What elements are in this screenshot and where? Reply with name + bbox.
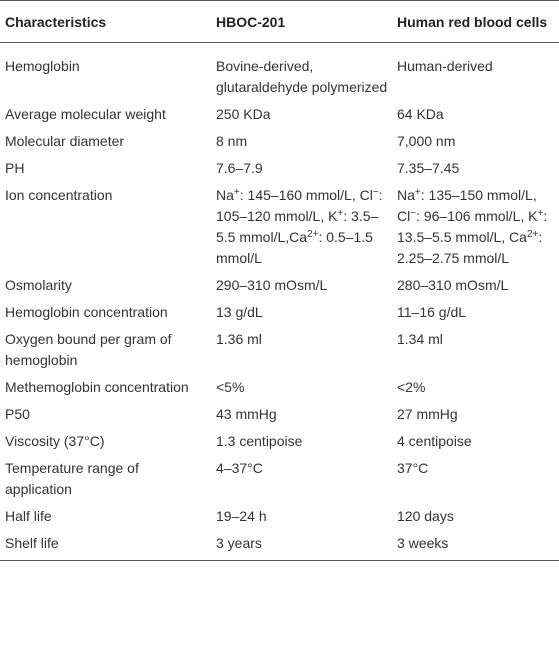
table-cell: <5% [216,379,245,395]
table-cell: <2% [397,379,426,395]
table-row: Ion concentration Na+: 145–160 mmol/L, Cl… [0,182,559,272]
superscript: + [414,187,421,198]
table-row: Molecular diameter 8 nm 7,000 nm [0,128,559,155]
table-cell: Na+: 145–160 mmol/L, Cl−: 105–120 mmol/L… [211,182,392,272]
table-cell: 3 weeks [397,535,449,551]
table-cell: Half life [5,508,52,524]
table-cell: 250 KDa [216,106,271,122]
table-cell: 4 centipoise [397,433,472,449]
text-run: Na [397,187,415,203]
table-header: Characteristics HBOC-201 Human red blood c… [0,0,559,43]
superscript: − [372,187,379,198]
table-cell: 4–37°C [216,460,263,476]
table-cell: 11–16 g/dL [397,304,467,320]
table-row: Methemoglobin concentration <5% <2% [0,374,559,401]
superscript: − [410,208,417,219]
superscript: + [337,208,344,219]
table-cell: 8 nm [216,133,248,149]
table-cell: 1.36 ml [216,331,262,347]
table-cell: 13 g/dL [216,304,263,320]
text-run: : 135–150 mmol/L, Cl [397,187,537,224]
table-cell: P50 [5,406,30,422]
table-cell: 43 mmHg [216,406,277,422]
header-row: Characteristics HBOC-201 Human red blood c… [0,0,559,43]
table-cell: 37°C [397,460,429,476]
table-row: Viscosity (37°C) 1.3 centipoise 4 centipoi… [0,428,559,455]
table-cell: PH [5,160,25,176]
table-cell: Temperature range of application [5,460,139,497]
table-row: Temperature range of application 4–37°C 37… [0,455,559,503]
table-cell: Osmolarity [5,277,72,293]
table-cell: Viscosity (37°C) [5,433,105,449]
text-run: : 145–160 mmol/L, Cl [239,187,373,203]
text-run: : 3.5–5.5 mmol/L,Ca [216,208,379,245]
table-cell: Ion concentration [5,187,113,203]
table-cell: Average molecular weight [5,106,166,122]
table-cell: Human-derived [397,58,493,74]
superscript: 2+ [307,229,319,240]
text-run: Na [216,187,234,203]
table-row: Hemoglobin concentration 13 g/dL 11–16 g/d… [0,299,559,326]
table-cell: Bovine-derived, glutaraldehyde polymeriz… [216,58,388,95]
table-cell: Hemoglobin concentration [5,304,168,320]
table-row: Osmolarity 290–310 mOsm/L 280–310 mOsm/L [0,272,559,299]
text-run: : 2.25–2.75 mmol/L [397,229,543,266]
table-cell: Oxygen bound per gram of hemoglobin [5,331,172,368]
superscript: + [537,208,544,219]
table-row: Average molecular weight 250 KDa 64 KDa [0,101,559,128]
table-row: P50 43 mmHg 27 mmHg [0,401,559,428]
column-header: HBOC-201 [216,14,286,30]
table-cell: 1.3 centipoise [216,433,303,449]
table-cell: Shelf life [5,535,59,551]
text-run: : 13.5–5.5 mmol/L, Ca [397,208,548,245]
table-cell: Molecular diameter [5,133,125,149]
superscript: + [233,187,240,198]
text-run: : 105–120 mmol/L, K [216,187,383,224]
table-cell: 1.34 ml [397,331,443,347]
table-row: Hemoglobin Bovine-derived, glutaraldehyde… [0,43,559,102]
table-cell: Na+: 135–150 mmol/L, Cl−: 96–106 mmol/L,… [392,182,559,272]
table-cell: 7.35–7.45 [397,160,460,176]
table-row: Oxygen bound per gram of hemoglobin 1.36 … [0,326,559,374]
table-cell: Methemoglobin concentration [5,379,189,395]
table-cell: 290–310 mOsm/L [216,277,328,293]
table-cell: 7.6–7.9 [216,160,263,176]
superscript: 2+ [526,229,539,240]
table-cell: 27 mmHg [397,406,458,422]
table-cell: 120 days [397,508,454,524]
column-header: Human red blood cells [397,14,548,30]
table-cell: 7,000 nm [397,133,456,149]
table-row: Shelf life 3 years 3 weeks [0,530,559,561]
data-table: Characteristics HBOC-201 Human red blood c… [0,0,559,561]
table-cell: Hemoglobin [5,58,80,74]
text-run: : 96–106 mmol/L, K [416,208,538,224]
table-cell: 19–24 h [216,508,267,524]
table-row: Half life 19–24 h 120 days [0,503,559,530]
table-cell: 64 KDa [397,106,444,122]
text-run: : 0.5–1.5 mmol/L [216,229,373,266]
table-cell: 280–310 mOsm/L [397,277,509,293]
table-body: Hemoglobin Bovine-derived, glutaraldehyde… [0,43,559,561]
table-row: PH 7.6–7.9 7.35–7.45 [0,155,559,182]
column-header: Characteristics [5,14,107,30]
table-cell: 3 years [216,535,262,551]
